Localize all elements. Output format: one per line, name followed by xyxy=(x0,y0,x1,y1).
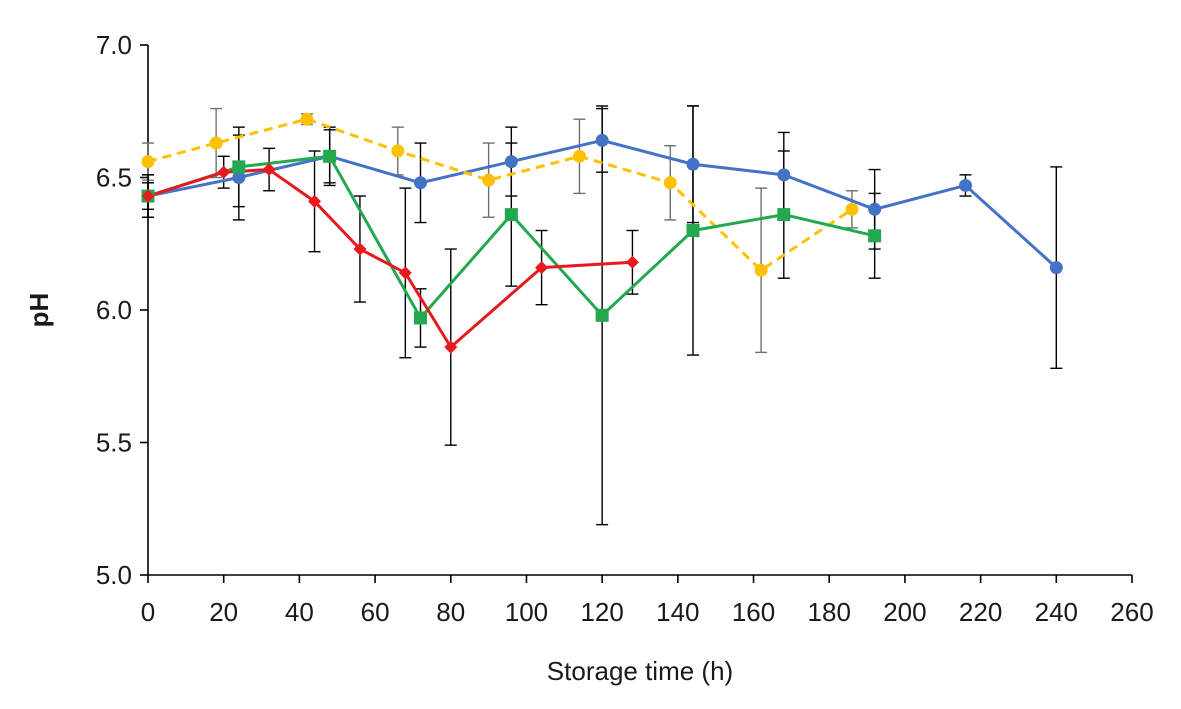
y-tick-label: 5.5 xyxy=(96,428,132,458)
x-tick-label: 140 xyxy=(656,597,699,627)
data-point-circle xyxy=(958,178,972,192)
data-point-circle xyxy=(504,155,518,169)
data-point-diamond xyxy=(262,163,276,177)
x-tick-label: 0 xyxy=(141,597,155,627)
data-point-square xyxy=(868,229,882,243)
data-point-circle xyxy=(209,136,223,150)
y-tick-label: 6.5 xyxy=(96,163,132,193)
x-tick-label: 200 xyxy=(883,597,926,627)
y-tick-label: 7.0 xyxy=(96,30,132,60)
data-point-square xyxy=(504,208,518,222)
ticks: 0 20 40 60 80 100 120 140 160 180 200 220 240 260 5.0 5… xyxy=(96,30,1154,627)
x-tick-label: 80 xyxy=(436,597,465,627)
x-tick-label: 120 xyxy=(580,597,623,627)
data-point-circle xyxy=(232,171,246,184)
data-point-circle xyxy=(663,176,677,190)
data-point-circle xyxy=(845,202,859,216)
data-point-diamond xyxy=(625,255,639,269)
data-point-circle xyxy=(141,155,155,169)
x-tick-label: 40 xyxy=(285,597,314,627)
series-markers xyxy=(141,112,1063,354)
x-tick-label: 220 xyxy=(959,597,1002,627)
data-point-diamond xyxy=(141,189,155,203)
x-tick-label: 160 xyxy=(732,597,775,627)
series-line-4 xyxy=(147,168,633,349)
data-point-square xyxy=(777,208,791,222)
x-tick-label: 240 xyxy=(1035,597,1078,627)
x-tick-label: 260 xyxy=(1110,597,1153,627)
axes xyxy=(147,45,1132,576)
data-point-circle xyxy=(300,112,314,126)
data-point-circle xyxy=(1049,261,1063,275)
x-tick-label: 100 xyxy=(505,597,548,627)
data-point-diamond xyxy=(308,194,322,208)
data-point-circle xyxy=(868,202,882,216)
data-point-circle xyxy=(391,144,405,158)
x-tick-label: 180 xyxy=(808,597,851,627)
data-point-diamond xyxy=(398,266,412,280)
data-point-square xyxy=(323,149,337,163)
data-point-circle xyxy=(482,173,496,187)
data-point-square xyxy=(232,160,246,174)
data-point-square xyxy=(413,311,427,325)
data-point-circle xyxy=(686,157,700,171)
data-point-circle xyxy=(777,168,791,182)
y-tick-label: 6.0 xyxy=(96,295,132,325)
data-point-diamond xyxy=(353,242,367,256)
data-point-circle xyxy=(595,133,609,147)
series-line-2 xyxy=(147,117,853,272)
data-point-circle xyxy=(754,263,768,277)
y-tick-label: 5.0 xyxy=(96,560,132,590)
data-point-diamond xyxy=(217,165,231,179)
x-tick-label: 60 xyxy=(361,597,390,627)
y-axis-title: pH xyxy=(24,293,54,328)
x-tick-label: 20 xyxy=(209,597,238,627)
data-point-diamond xyxy=(535,261,549,275)
data-point-circle xyxy=(572,149,586,163)
data-point-diamond xyxy=(444,340,458,354)
data-point-circle xyxy=(413,176,427,190)
x-axis-title: Storage time (h) xyxy=(547,656,733,686)
data-point-square xyxy=(686,224,700,237)
data-point-square xyxy=(595,308,609,322)
